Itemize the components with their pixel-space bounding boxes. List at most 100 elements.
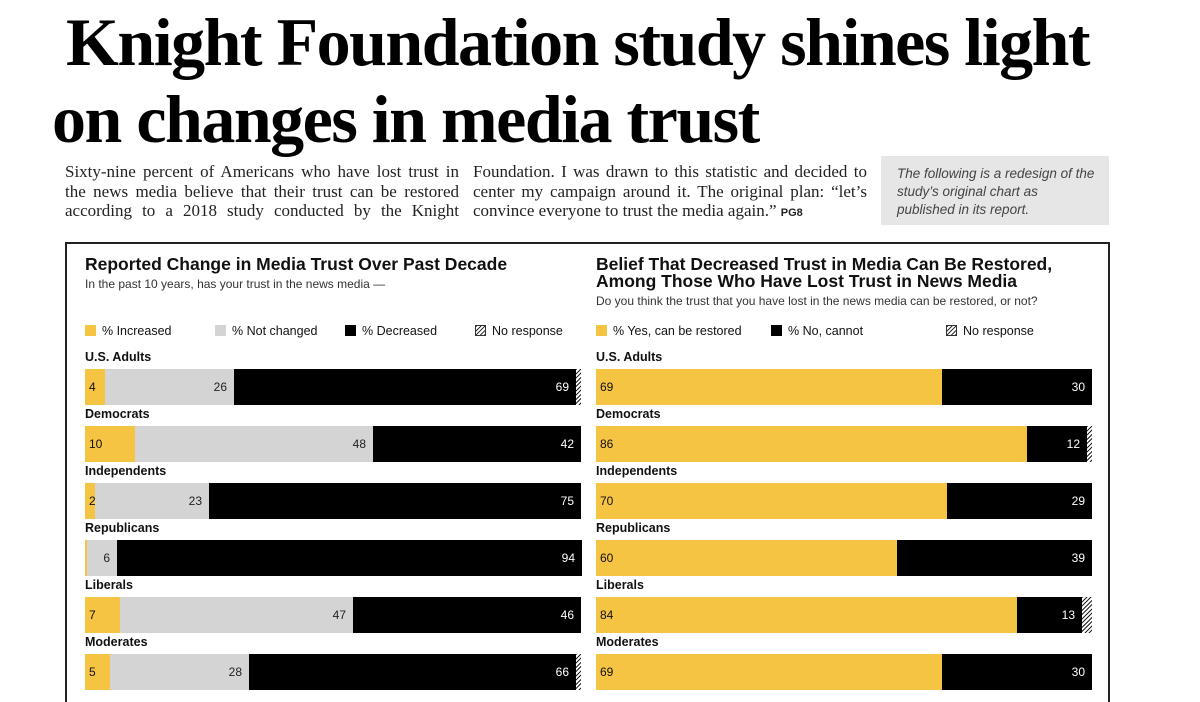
chart-legend: % Yes, can be restored % No, cannot No res… bbox=[596, 324, 1092, 338]
data-label: 75 bbox=[560, 494, 574, 508]
data-label: 60 bbox=[600, 551, 614, 565]
bar-segment-no-cannot bbox=[897, 540, 1092, 576]
bar-segment-decreased bbox=[209, 483, 581, 519]
bar-segment-increased bbox=[85, 369, 105, 405]
legend-label: % Increased bbox=[102, 324, 172, 338]
data-label: 28 bbox=[228, 665, 242, 679]
legend-label: No response bbox=[492, 324, 563, 338]
bar-segment-not-changed bbox=[135, 426, 373, 462]
row-label: Independents bbox=[596, 464, 678, 478]
data-label: 69 bbox=[600, 665, 614, 679]
stacked-bar: 69 30 bbox=[596, 654, 1092, 690]
bar-segment-no-response bbox=[1087, 426, 1092, 462]
row-label: U.S. Adults bbox=[85, 350, 152, 364]
legend-item-no-response: No response bbox=[475, 324, 563, 338]
data-label: 46 bbox=[560, 608, 574, 622]
data-label: 10 bbox=[89, 437, 103, 451]
bar-segment-no-response bbox=[576, 369, 581, 405]
row-label: Republicans bbox=[85, 521, 160, 535]
bar-segment-increased bbox=[85, 426, 135, 462]
bar-row-independents: Independents 70 29 bbox=[596, 464, 1092, 520]
row-label: U.S. Adults bbox=[596, 350, 663, 364]
data-label: 84 bbox=[600, 608, 614, 622]
intro-paragraph: Sixty-nine percent of Americans who have… bbox=[65, 162, 867, 224]
bar-row-u-s-adults: U.S. Adults 4 26 69 bbox=[85, 350, 581, 406]
bar-segment-yes-can-be-restored bbox=[596, 426, 1027, 462]
legend-item-no-response: No response bbox=[946, 324, 1034, 338]
legend-swatch bbox=[946, 325, 957, 336]
bar-segment-no-response bbox=[576, 654, 581, 690]
row-label: Moderates bbox=[85, 635, 148, 649]
bar-segment-decreased bbox=[234, 369, 576, 405]
chart-header: Reported Change in Media Trust Over Past… bbox=[85, 255, 581, 291]
bar-segment-not-changed bbox=[95, 483, 209, 519]
legend-item-decreased: % Decreased bbox=[345, 324, 437, 338]
bar-row-liberals: Liberals 7 47 46 bbox=[85, 578, 581, 634]
bar-row-u-s-adults: U.S. Adults 69 30 bbox=[596, 350, 1092, 406]
data-label: 5 bbox=[89, 665, 96, 679]
chart-title: Belief That Decreased Trust in Media Can… bbox=[596, 254, 1053, 291]
page-reference: PG8 bbox=[780, 207, 803, 219]
intro-text: Sixty-nine percent of Americans who have… bbox=[65, 162, 867, 220]
data-label: 26 bbox=[213, 380, 227, 394]
row-label: Liberals bbox=[596, 578, 644, 592]
bar-segment-no-cannot bbox=[942, 369, 1092, 405]
row-label: Moderates bbox=[596, 635, 659, 649]
bar-row-republicans: Republicans 0.2694 bbox=[85, 521, 582, 577]
bar-segment-decreased bbox=[353, 597, 581, 633]
stacked-bar: 2 23 75 bbox=[85, 483, 581, 519]
bar-segment-increased bbox=[85, 597, 120, 633]
redesign-note: The following is a redesign of the study… bbox=[881, 156, 1109, 225]
legend-swatch bbox=[345, 325, 356, 336]
row-label: Democrats bbox=[85, 407, 150, 421]
row-label: Liberals bbox=[85, 578, 133, 592]
data-label: 2 bbox=[89, 494, 96, 508]
bar-row-democrats: Democrats 10 48 42 bbox=[85, 407, 581, 463]
data-label: 48 bbox=[352, 437, 366, 451]
data-label: 86 bbox=[600, 437, 614, 451]
headline-line-1: Knight Foundation study shines light bbox=[66, 4, 1091, 80]
data-label: 47 bbox=[332, 608, 346, 622]
row-label: Republicans bbox=[596, 521, 671, 535]
bar-row-liberals: Liberals 84 13 bbox=[596, 578, 1092, 634]
bar-row-republicans: Republicans 60 39 bbox=[596, 521, 1092, 577]
legend-swatch bbox=[85, 325, 96, 336]
legend-label: % No, cannot bbox=[788, 324, 864, 338]
legend-item-no-cannot: % No, cannot bbox=[771, 324, 863, 338]
legend-label: % Not changed bbox=[232, 324, 318, 338]
bar-segment-no-cannot bbox=[1027, 426, 1087, 462]
legend-item-not-changed: % Not changed bbox=[215, 324, 317, 338]
bar-segment-decreased bbox=[373, 426, 581, 462]
stacked-bar: 5 28 66 bbox=[85, 654, 581, 690]
headline: Knight Foundation study shines light on … bbox=[52, 4, 1172, 158]
chart-frame: Reported Change in Media Trust Over Past… bbox=[65, 242, 1110, 702]
bar-segment-not-changed bbox=[105, 369, 234, 405]
bar-segment-increased bbox=[85, 483, 95, 519]
bar-segment-no-response bbox=[1082, 597, 1092, 633]
stacked-bar: 0.2694 bbox=[85, 540, 582, 576]
stacked-bar: 60 39 bbox=[596, 540, 1092, 576]
legend-label: % Decreased bbox=[362, 324, 438, 338]
stacked-bar: 7 47 46 bbox=[85, 597, 581, 633]
data-label: 7 bbox=[89, 608, 96, 622]
data-label: 30 bbox=[1071, 665, 1085, 679]
legend-swatch bbox=[596, 325, 607, 336]
legend-label: % Yes, can be restored bbox=[613, 324, 742, 338]
chart-header: Belief That Decreased Trust in Media Can… bbox=[596, 254, 1066, 308]
bar-segment-decreased bbox=[249, 654, 576, 690]
chart-subtitle: In the past 10 years, has your trust in … bbox=[85, 277, 386, 291]
bar-segment-not-changed bbox=[120, 597, 353, 633]
data-label: 66 bbox=[555, 665, 569, 679]
bar-row-democrats: Democrats 86 12 bbox=[596, 407, 1092, 463]
bar-segment-not-changed bbox=[87, 540, 117, 576]
bar-segment-no-cannot bbox=[947, 483, 1092, 519]
bar-segment-yes-can-be-restored bbox=[596, 597, 1017, 633]
bar-segment-yes-can-be-restored bbox=[596, 483, 947, 519]
legend-label: No response bbox=[963, 324, 1034, 338]
bar-segment-yes-can-be-restored bbox=[596, 369, 942, 405]
data-label: 23 bbox=[188, 494, 202, 508]
headline-line-2: on changes in media trust bbox=[52, 81, 760, 157]
legend-swatch bbox=[475, 325, 486, 336]
data-label: 94 bbox=[561, 551, 575, 565]
data-label: 39 bbox=[1071, 551, 1085, 565]
